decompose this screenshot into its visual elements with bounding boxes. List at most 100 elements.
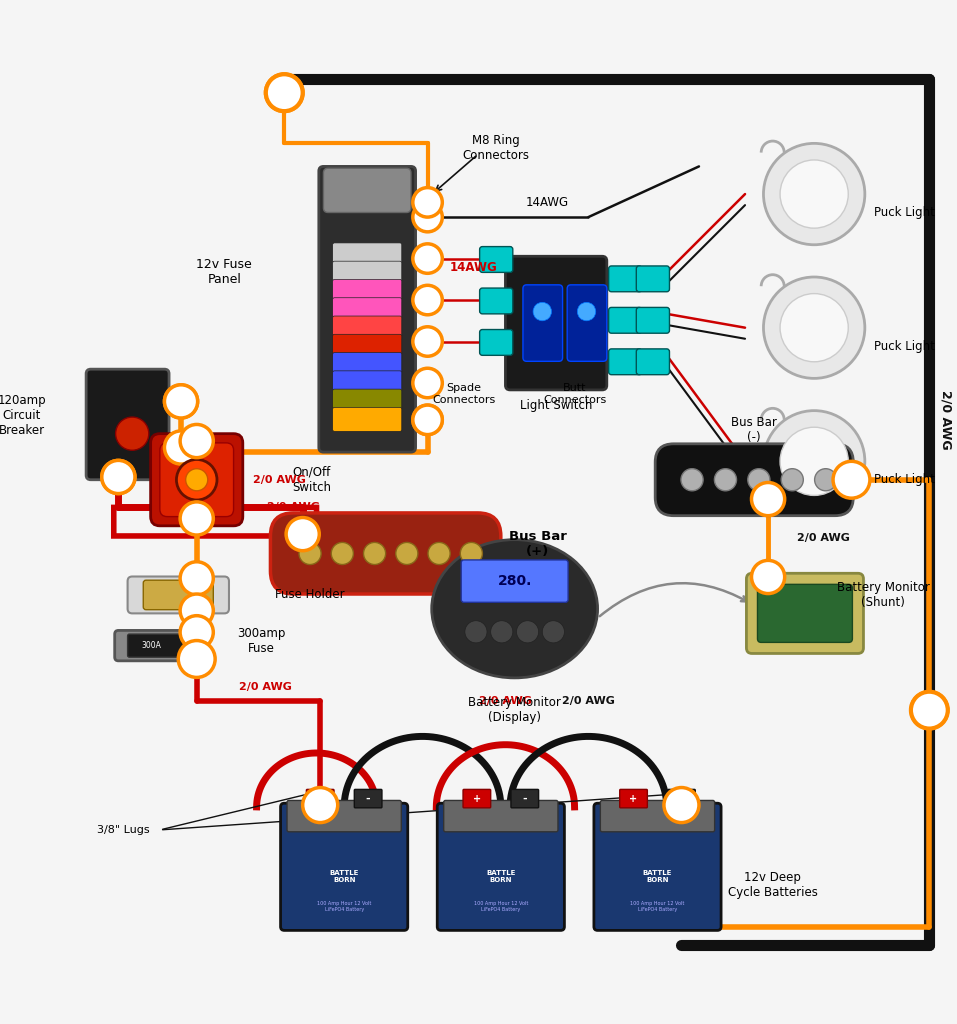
Circle shape xyxy=(101,461,135,494)
Circle shape xyxy=(412,369,442,397)
FancyBboxPatch shape xyxy=(333,298,402,322)
FancyBboxPatch shape xyxy=(319,167,415,453)
Text: 2/0 AWG: 2/0 AWG xyxy=(239,682,292,692)
Circle shape xyxy=(412,406,442,434)
FancyBboxPatch shape xyxy=(333,261,402,285)
FancyBboxPatch shape xyxy=(127,634,183,657)
Circle shape xyxy=(412,203,442,231)
Text: +: + xyxy=(473,794,481,804)
FancyBboxPatch shape xyxy=(323,168,411,213)
Circle shape xyxy=(533,302,551,321)
FancyBboxPatch shape xyxy=(636,349,670,375)
Circle shape xyxy=(460,543,482,564)
Circle shape xyxy=(764,411,865,512)
Text: Bus Bar
(-): Bus Bar (-) xyxy=(731,416,777,444)
Text: Butt
Connectors: Butt Connectors xyxy=(543,383,606,404)
FancyBboxPatch shape xyxy=(333,280,402,303)
Text: Battery Monitor
(Display): Battery Monitor (Display) xyxy=(468,696,561,724)
Text: 100 Amp Hour 12 Volt
LiFePO4 Battery: 100 Amp Hour 12 Volt LiFePO4 Battery xyxy=(631,901,684,911)
FancyBboxPatch shape xyxy=(505,256,607,390)
Circle shape xyxy=(412,286,442,314)
FancyBboxPatch shape xyxy=(636,266,670,292)
FancyBboxPatch shape xyxy=(523,285,563,361)
Circle shape xyxy=(412,327,442,356)
FancyBboxPatch shape xyxy=(758,585,853,642)
Circle shape xyxy=(577,302,596,321)
Circle shape xyxy=(747,469,770,490)
Text: Bus Bar
(+): Bus Bar (+) xyxy=(509,530,567,558)
Text: Puck Light: Puck Light xyxy=(874,206,935,219)
Circle shape xyxy=(751,560,785,594)
Circle shape xyxy=(186,469,208,490)
Text: -: - xyxy=(679,794,683,804)
FancyBboxPatch shape xyxy=(127,577,229,613)
Circle shape xyxy=(412,244,442,273)
Text: 280.: 280. xyxy=(498,574,532,588)
Text: 2/0 AWG: 2/0 AWG xyxy=(797,534,850,543)
FancyBboxPatch shape xyxy=(636,307,670,333)
Text: BATTLE
BORN: BATTLE BORN xyxy=(486,869,516,883)
Circle shape xyxy=(833,462,870,499)
FancyBboxPatch shape xyxy=(333,408,402,431)
Text: -: - xyxy=(366,794,370,804)
FancyBboxPatch shape xyxy=(333,316,402,340)
Circle shape xyxy=(331,543,353,564)
Circle shape xyxy=(911,691,947,728)
Circle shape xyxy=(681,469,703,490)
Text: 14AWG: 14AWG xyxy=(449,261,497,274)
FancyBboxPatch shape xyxy=(354,790,382,808)
Text: BATTLE
BORN: BATTLE BORN xyxy=(329,869,359,883)
Text: M8 Ring
Connectors: M8 Ring Connectors xyxy=(463,134,530,162)
Text: Fuse Holder: Fuse Holder xyxy=(275,589,345,601)
FancyBboxPatch shape xyxy=(609,266,642,292)
Circle shape xyxy=(266,75,302,112)
Circle shape xyxy=(543,621,565,643)
Circle shape xyxy=(180,562,213,595)
FancyBboxPatch shape xyxy=(668,790,696,808)
Circle shape xyxy=(101,461,135,494)
FancyBboxPatch shape xyxy=(271,513,501,594)
FancyBboxPatch shape xyxy=(306,790,334,808)
Circle shape xyxy=(781,469,803,490)
FancyBboxPatch shape xyxy=(609,349,642,375)
Text: BATTLE
BORN: BATTLE BORN xyxy=(643,869,672,883)
FancyBboxPatch shape xyxy=(463,790,491,808)
Circle shape xyxy=(165,431,198,464)
FancyBboxPatch shape xyxy=(287,801,401,831)
Text: 12v Deep
Cycle Batteries: 12v Deep Cycle Batteries xyxy=(727,871,817,899)
FancyBboxPatch shape xyxy=(333,371,402,395)
Text: 100 Amp Hour 12 Volt
LiFePO4 Battery: 100 Amp Hour 12 Volt LiFePO4 Battery xyxy=(474,901,528,911)
FancyBboxPatch shape xyxy=(594,803,721,931)
Text: 2/0 AWG: 2/0 AWG xyxy=(562,696,614,706)
FancyBboxPatch shape xyxy=(144,581,213,609)
Circle shape xyxy=(180,502,213,535)
Circle shape xyxy=(396,543,418,564)
FancyBboxPatch shape xyxy=(479,330,513,355)
Ellipse shape xyxy=(432,540,597,678)
FancyBboxPatch shape xyxy=(86,370,169,480)
Text: 3/8" Lugs: 3/8" Lugs xyxy=(97,825,149,835)
FancyBboxPatch shape xyxy=(620,790,647,808)
Circle shape xyxy=(491,621,513,643)
FancyBboxPatch shape xyxy=(160,443,234,516)
FancyBboxPatch shape xyxy=(511,790,539,808)
FancyBboxPatch shape xyxy=(600,801,715,831)
Circle shape xyxy=(412,187,442,217)
Text: 12v Fuse
Panel: 12v Fuse Panel xyxy=(196,258,253,287)
Circle shape xyxy=(180,425,213,458)
Text: 100 Amp Hour 12 Volt
LiFePO4 Battery: 100 Amp Hour 12 Volt LiFePO4 Battery xyxy=(317,901,371,911)
Circle shape xyxy=(364,543,386,564)
Circle shape xyxy=(180,594,213,627)
FancyBboxPatch shape xyxy=(656,443,854,516)
Circle shape xyxy=(165,385,198,418)
Text: +: + xyxy=(316,794,324,804)
Text: Puck Light: Puck Light xyxy=(874,340,935,352)
FancyBboxPatch shape xyxy=(280,803,408,931)
Circle shape xyxy=(764,143,865,245)
Circle shape xyxy=(465,621,487,643)
Text: 2/0 AWG: 2/0 AWG xyxy=(479,696,532,706)
Text: 14AWG: 14AWG xyxy=(525,196,568,209)
Text: Spade
Connectors: Spade Connectors xyxy=(433,383,496,404)
Circle shape xyxy=(428,543,450,564)
FancyBboxPatch shape xyxy=(609,307,642,333)
